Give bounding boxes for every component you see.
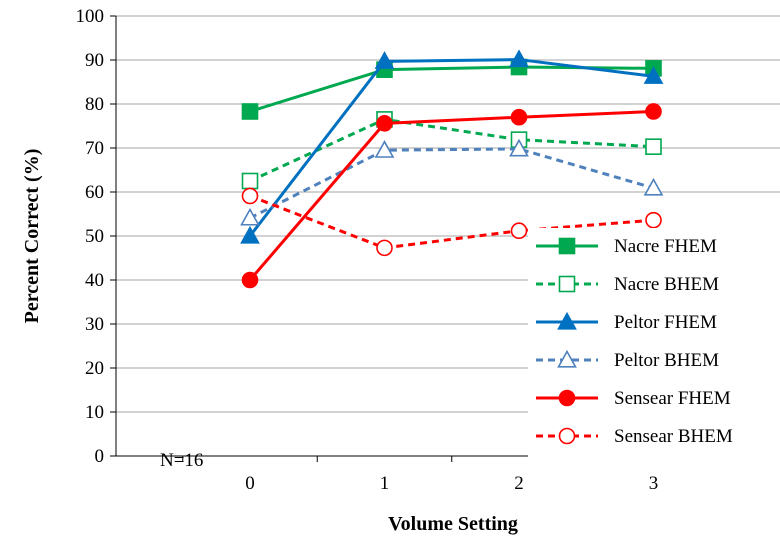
data-point bbox=[241, 172, 259, 190]
series-line bbox=[249, 194, 654, 250]
series-sensear-fhem bbox=[241, 103, 662, 289]
legend-marker bbox=[557, 349, 577, 368]
legend-label: Nacre BHEM bbox=[614, 274, 719, 295]
data-point bbox=[374, 51, 395, 69]
y-tick-label: 30 bbox=[85, 314, 104, 335]
axes: 0 10 20 30 40 50 60 70 80 90 100 0 1 2 3 bbox=[76, 6, 780, 494]
sample-size-annotation: N=16 bbox=[160, 450, 203, 471]
legend-marker bbox=[558, 275, 576, 293]
x-tick-label: 3 bbox=[649, 473, 659, 494]
x-tick-label: 2 bbox=[514, 473, 524, 494]
legend-label: Nacre FHEM bbox=[614, 236, 717, 257]
legend: Nacre FHEM Nacre BHEM Peltor FHEM Peltor BH… bbox=[528, 228, 780, 464]
x-tick-label: 1 bbox=[380, 473, 390, 494]
data-point bbox=[643, 66, 664, 84]
series-peltor-bhem bbox=[240, 138, 664, 226]
data-point bbox=[510, 108, 528, 126]
legend-background bbox=[528, 228, 780, 464]
data-point bbox=[241, 187, 259, 205]
y-tick-label: 70 bbox=[85, 138, 104, 159]
y-axis-title: Percent Correct (%) bbox=[21, 149, 43, 324]
legend-marker bbox=[558, 237, 576, 255]
legend-marker bbox=[558, 427, 576, 445]
legend-label: Peltor BHEM bbox=[614, 350, 719, 371]
legend-entry: Nacre FHEM bbox=[536, 236, 717, 257]
series-line bbox=[249, 147, 654, 220]
legend-entry: Sensear BHEM bbox=[536, 426, 733, 447]
legend-label: Sensear FHEM bbox=[614, 388, 731, 409]
legend-entry: Nacre BHEM bbox=[536, 274, 719, 295]
data-point bbox=[241, 271, 259, 289]
y-tick-label: 80 bbox=[85, 94, 104, 115]
data-point bbox=[376, 115, 393, 132]
data-point bbox=[510, 222, 528, 240]
data-point bbox=[240, 225, 260, 244]
legend-entry: Sensear FHEM bbox=[536, 388, 731, 409]
x-tick-label: 0 bbox=[245, 473, 255, 494]
data-point bbox=[376, 239, 393, 257]
series-peltor-fhem bbox=[240, 49, 664, 244]
legend-marker bbox=[557, 311, 577, 330]
series-lines bbox=[240, 49, 664, 289]
y-tick-label: 90 bbox=[85, 50, 104, 71]
series-line bbox=[248, 58, 654, 237]
data-point bbox=[643, 177, 664, 196]
data-point bbox=[645, 103, 662, 120]
x-axis-title: Volume Setting bbox=[388, 513, 518, 535]
legend-entry: Peltor FHEM bbox=[536, 311, 717, 333]
y-tick-label: 0 bbox=[95, 446, 105, 467]
data-point bbox=[241, 103, 259, 120]
data-point bbox=[374, 140, 395, 158]
data-point bbox=[509, 138, 529, 157]
data-point bbox=[645, 211, 662, 229]
y-tick-label: 40 bbox=[85, 270, 104, 291]
legend-label: Sensear BHEM bbox=[614, 426, 733, 447]
series-line bbox=[248, 109, 654, 281]
y-tick-label: 60 bbox=[85, 182, 104, 203]
data-point bbox=[509, 49, 529, 68]
legend-entry: Peltor BHEM bbox=[536, 349, 719, 371]
y-tick-label: 100 bbox=[76, 6, 105, 27]
series-sensear-bhem bbox=[241, 187, 662, 257]
y-tick-label: 20 bbox=[85, 358, 104, 379]
legend-label: Peltor FHEM bbox=[614, 312, 717, 333]
y-tick-label: 50 bbox=[85, 226, 104, 247]
data-point bbox=[240, 207, 260, 226]
data-point bbox=[645, 138, 662, 155]
y-tick-label: 10 bbox=[85, 402, 104, 423]
legend-marker bbox=[558, 389, 576, 407]
series-line bbox=[249, 65, 654, 113]
